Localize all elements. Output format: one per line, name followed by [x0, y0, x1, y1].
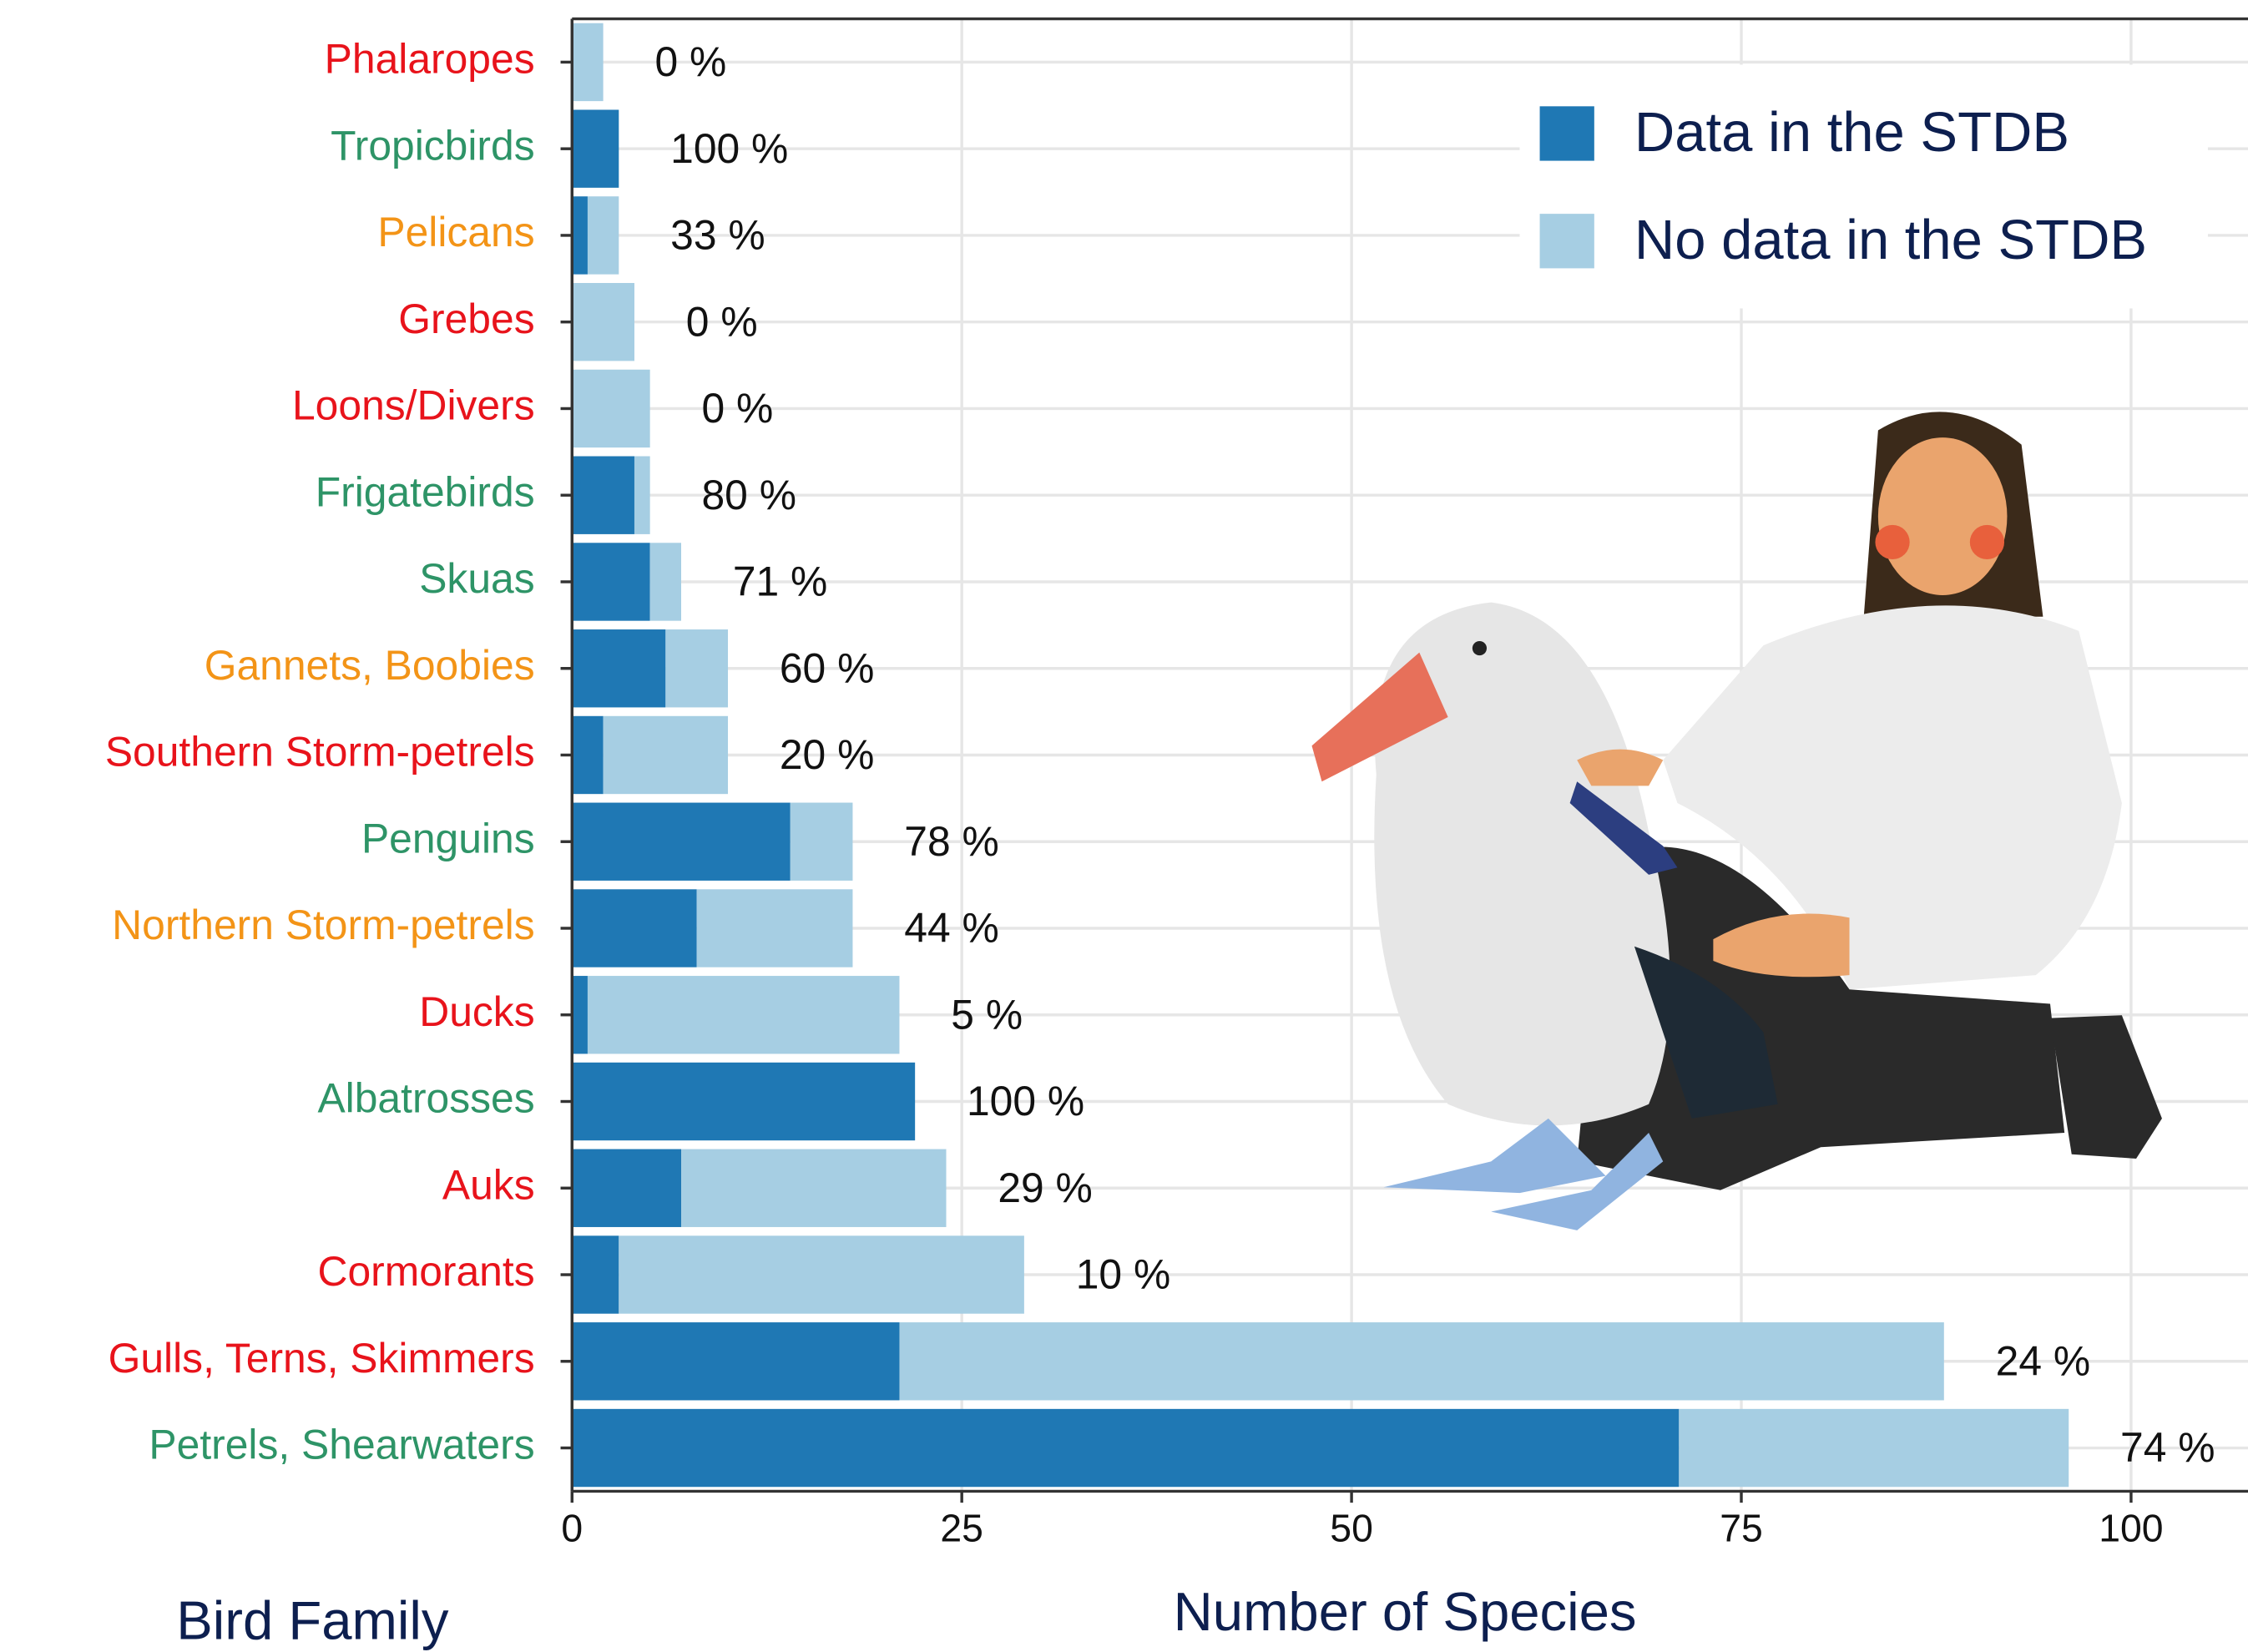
bars [572, 23, 2069, 1488]
bar [619, 1235, 1024, 1314]
y-tick-label: Cormorants [317, 1248, 534, 1295]
y-tick-label: Southern Storm-petrels [105, 729, 535, 775]
x-tick-label: 0 [561, 1507, 583, 1550]
bird-beak [1311, 652, 1448, 782]
y-tick-label: Skuas [419, 555, 534, 602]
x-tick-label: 75 [1720, 1507, 1763, 1550]
y-tick-label: Ducks [419, 988, 534, 1035]
bar [665, 629, 729, 708]
legend-label: Data in the STDB [1634, 101, 2069, 164]
percent-label: 100 % [670, 125, 788, 172]
bar [603, 715, 729, 795]
bar [572, 1408, 1680, 1488]
percent-label: 29 % [998, 1164, 1093, 1211]
bird-foot [1491, 1133, 1664, 1230]
bar [572, 1149, 682, 1227]
legend-swatch [1539, 214, 1594, 269]
hand [1577, 749, 1664, 786]
bar [634, 456, 650, 534]
bar [572, 369, 650, 448]
bar [572, 283, 634, 361]
bar [572, 802, 791, 881]
bar [899, 1322, 1944, 1401]
x-tick-label: 100 [2099, 1507, 2163, 1550]
foreground: 0 % Phalaropes 100 % Tropicbirds 33 % Pelican… [105, 17, 2248, 1650]
y-tick-label: Loons/Divers [292, 382, 535, 429]
cheek [1969, 524, 2005, 560]
y-tick-label: Grebes [398, 296, 534, 342]
y-axis-title: Bird Family [176, 1589, 449, 1650]
tag-device [1569, 781, 1678, 875]
bar [572, 629, 666, 708]
percent-label: 60 % [780, 644, 875, 691]
percent-label: 5 % [951, 991, 1023, 1038]
x-tick-label: 50 [1330, 1507, 1373, 1550]
bar [696, 889, 853, 967]
bar [572, 1322, 900, 1401]
bar [572, 543, 650, 621]
bar [587, 196, 619, 275]
bar [572, 1062, 916, 1141]
y-tick-label: Albatrosses [317, 1075, 534, 1122]
legend-label: No data in the STDB [1634, 209, 2147, 271]
bar [681, 1149, 947, 1227]
bird-wing [1634, 946, 1778, 1119]
percent-label: 44 % [904, 905, 999, 952]
coat [1663, 605, 2122, 990]
bird-eye [1472, 640, 1488, 656]
y-tick-label: Frigatebirds [316, 468, 535, 515]
percent-label: 100 % [967, 1078, 1084, 1124]
bar [649, 543, 682, 621]
y-tick-label: Tropicbirds [331, 122, 534, 169]
bird-foot [1383, 1118, 1606, 1194]
bar [572, 715, 604, 795]
percent-label: 71 % [733, 558, 828, 605]
y-tick-label: Auks [442, 1161, 535, 1208]
percent-label: 78 % [904, 818, 999, 865]
cheek [1875, 524, 1910, 560]
bar [572, 976, 588, 1054]
boot [2049, 1015, 2162, 1159]
y-tick-label: Gannets, Boobies [205, 642, 535, 689]
bar [572, 1235, 619, 1314]
face [1877, 437, 2008, 595]
bar [587, 976, 900, 1054]
bar [790, 802, 853, 881]
legend-background [1519, 64, 2208, 309]
percent-label: 74 % [2120, 1424, 2215, 1471]
percent-label: 20 % [780, 731, 875, 778]
x-axis-title: Number of Species [1174, 1581, 1637, 1642]
bar [1679, 1408, 2069, 1488]
percent-label: 0 % [686, 298, 758, 345]
y-tick-label: Gulls, Terns, Skimmers [109, 1335, 535, 1382]
y-tick-label: Penguins [361, 815, 535, 861]
bar [572, 109, 619, 188]
legend-swatch [1539, 106, 1594, 161]
percent-label: 10 % [1076, 1251, 1171, 1298]
y-tick-label: Pelicans [377, 209, 534, 255]
bar [572, 196, 588, 275]
bar [572, 23, 604, 102]
y-tick-label: Petrels, Shearwaters [149, 1422, 534, 1468]
hand [1713, 913, 1850, 978]
y-tick-label: Northern Storm-petrels [112, 902, 534, 948]
y-tick-label: Phalaropes [325, 36, 535, 83]
x-tick-label: 25 [940, 1507, 983, 1550]
percent-label: 24 % [1996, 1337, 2091, 1384]
percent-label: 33 % [670, 212, 765, 259]
percent-label: 0 % [654, 38, 726, 85]
bar [572, 889, 697, 967]
percent-label: 0 % [701, 385, 773, 432]
bird-body [1374, 602, 1670, 1126]
illustration [1311, 64, 2208, 1230]
percent-label: 80 % [701, 472, 796, 518]
bar [572, 456, 634, 534]
